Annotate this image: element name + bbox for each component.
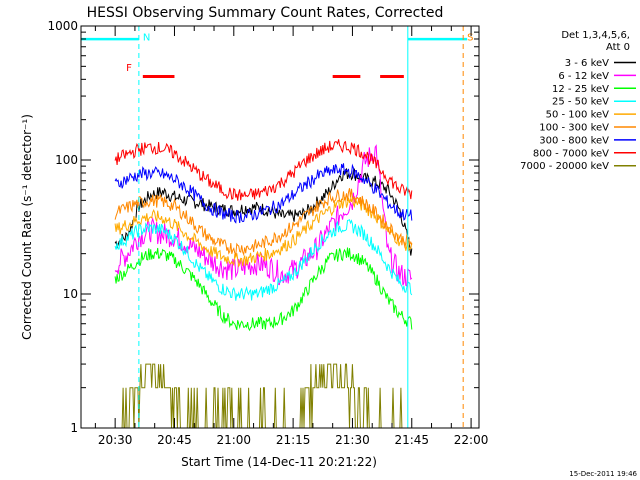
x-tick-label: 21:00 bbox=[216, 433, 251, 447]
series-line bbox=[114, 188, 413, 257]
annotation-label: F bbox=[126, 63, 132, 74]
x-tick-label: 21:45 bbox=[394, 433, 429, 447]
legend-entry-label: 800 - 7000 keV bbox=[533, 148, 609, 159]
series-line bbox=[115, 363, 412, 429]
legend-entry-label: 25 - 50 keV bbox=[552, 97, 609, 108]
x-tick-label: 20:30 bbox=[98, 433, 133, 447]
legend-entry-label: 300 - 800 keV bbox=[539, 135, 609, 146]
legend-entry-label: 7000 - 20000 keV bbox=[520, 161, 609, 172]
chart-title: HESSI Observing Summary Count Rates, Cor… bbox=[87, 5, 444, 21]
x-tick-label: 22:00 bbox=[454, 433, 489, 447]
x-axis: 20:30 20:45 21:00 21:15 21:30 21:45 22:00 bbox=[94, 26, 489, 447]
series-line bbox=[114, 163, 413, 224]
x-tick-label: 21:30 bbox=[335, 433, 370, 447]
x-axis-label: Start Time (14-Dec-11 20:21:22) bbox=[181, 455, 377, 469]
annotation-label: S bbox=[467, 32, 473, 43]
y-tick-label: 1000 bbox=[47, 19, 78, 33]
legend-entry-label: 50 - 100 keV bbox=[546, 110, 610, 121]
series-layer bbox=[114, 139, 413, 429]
x-tick-label: 20:45 bbox=[157, 433, 192, 447]
annotation-layer: F N S bbox=[81, 26, 474, 428]
legend-header: Det 1,3,4,5,6, bbox=[561, 30, 630, 41]
series-line bbox=[114, 247, 413, 332]
y-tick-label: 1 bbox=[70, 421, 78, 435]
legend: Det 1,3,4,5,6,Att 0 3 - 6 keV 6 - 12 keV 12… bbox=[520, 30, 636, 172]
y-tick-label: 10 bbox=[63, 287, 78, 301]
y-axis-label: Corrected Count Rate (s⁻¹ detector⁻¹) bbox=[20, 114, 34, 340]
plot-frame bbox=[80, 25, 480, 429]
legend-header: Att 0 bbox=[606, 42, 630, 53]
series-line bbox=[114, 219, 413, 301]
footer-timestamp: 15-Dec-2011 19:46 bbox=[569, 470, 637, 478]
y-axis: 1 10 100 1000 bbox=[47, 19, 479, 435]
legend-entry-label: 12 - 25 keV bbox=[552, 84, 609, 95]
series-line bbox=[114, 139, 413, 201]
legend-entry-label: 3 - 6 keV bbox=[565, 58, 609, 69]
annotation-label: N bbox=[143, 32, 150, 43]
y-tick-label: 100 bbox=[55, 153, 78, 167]
x-tick-label: 21:15 bbox=[276, 433, 311, 447]
legend-entry-label: 100 - 300 keV bbox=[539, 123, 609, 134]
legend-entry-label: 6 - 12 keV bbox=[558, 71, 609, 82]
